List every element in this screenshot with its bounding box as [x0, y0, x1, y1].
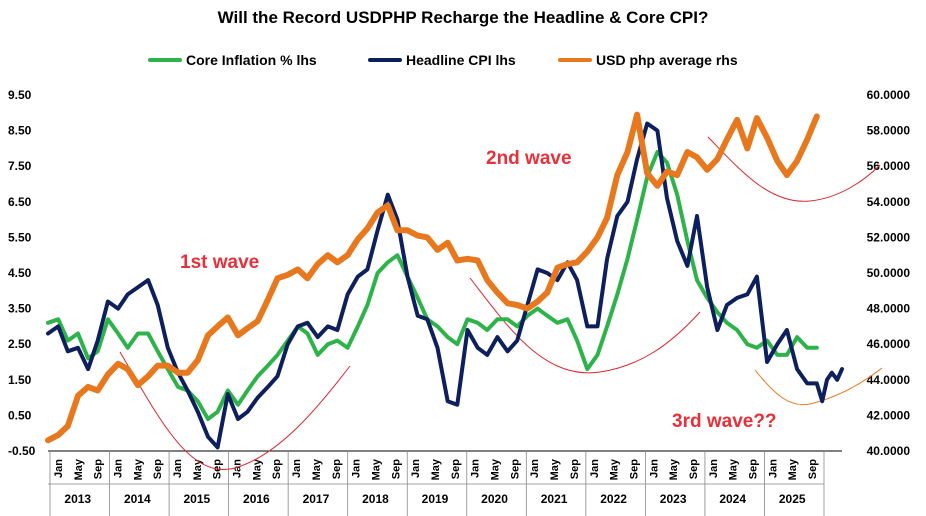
- month-tick-label: Sep: [628, 459, 640, 479]
- y-left-tick-label: 4.50: [8, 266, 32, 280]
- month-tick-label: Jan: [529, 459, 541, 478]
- year-label: 2020: [481, 492, 508, 506]
- y-right-tick-label: 56.0000: [867, 159, 911, 173]
- month-tick-label: Jan: [589, 459, 601, 478]
- month-tick-label: Jan: [112, 459, 124, 478]
- y-right-tick-label: 44.0000: [867, 373, 911, 387]
- series-line-core-inflation: [46, 150, 819, 421]
- month-tick-label: May: [251, 458, 263, 480]
- y-left-tick-label: 6.50: [8, 195, 32, 209]
- legend: Core Inflation % lhs Headline CPI lhs USD …: [148, 52, 738, 68]
- month-tick-label: May: [132, 458, 144, 480]
- month-tick-label: May: [668, 458, 680, 480]
- y-right-tick-label: 58.0000: [867, 124, 911, 138]
- y-right-tick-label: 54.0000: [867, 195, 911, 209]
- year-label: 2024: [719, 492, 746, 506]
- wave-annotation: 2nd wave: [486, 148, 572, 169]
- month-tick-label: Sep: [390, 459, 402, 479]
- y-left-tick-label: 0.50: [8, 408, 32, 422]
- month-tick-label: Jan: [232, 459, 244, 478]
- month-tick-label: Sep: [450, 459, 462, 479]
- month-tick-label: Sep: [271, 459, 283, 479]
- chart-title: Will the Record USDPHP Recharge the Head…: [218, 8, 709, 27]
- month-tick-label: Sep: [509, 459, 521, 479]
- year-label: 2025: [779, 492, 806, 506]
- month-tick-label: May: [430, 458, 442, 480]
- month-tick-label: May: [192, 458, 204, 480]
- month-tick-label: Jan: [648, 459, 660, 478]
- y-right-tick-label: 50.0000: [867, 266, 911, 280]
- y-right-tick-label: 60.0000: [867, 88, 911, 102]
- y-left-tick-label: 8.50: [8, 124, 32, 138]
- month-tick-label: Sep: [688, 459, 700, 479]
- wave-curve-3: [707, 136, 881, 202]
- year-label: 2021: [541, 492, 568, 506]
- month-tick-label: Jan: [172, 459, 184, 478]
- month-tick-label: Sep: [93, 459, 105, 479]
- axes: 9.50 8.50 7.50 6.50 5.50 4.50 3.50 2.50 1.50 0.50…: [8, 88, 910, 516]
- series-line-usdphp: [45, 111, 820, 444]
- month-tick-label: Sep: [569, 459, 581, 479]
- annotations: 1st wave 2nd wave 3rd wave??: [180, 148, 777, 432]
- y-left-tick-label: 3.50: [8, 302, 32, 316]
- y-right-tick-label: 52.0000: [867, 230, 911, 244]
- month-tick-label: Sep: [331, 459, 343, 479]
- series-line-headline-cpi: [46, 121, 844, 450]
- wave-curve-4: [754, 367, 883, 406]
- month-tick-label: Jan: [53, 459, 65, 478]
- y-right-tick-label: 46.0000: [867, 337, 911, 351]
- month-tick-label: Jan: [470, 459, 482, 478]
- wave-annotation: 3rd wave??: [672, 411, 777, 432]
- wave-annotation: 1st wave: [180, 252, 259, 273]
- y-right-tick-label: 40.0000: [867, 444, 911, 458]
- y-left-tick-label: 5.50: [8, 230, 32, 244]
- year-label: 2016: [243, 492, 270, 506]
- y-right-tick-label: 42.0000: [867, 408, 911, 422]
- y-right-tick-label: 48.0000: [867, 302, 911, 316]
- year-label: 2015: [183, 492, 210, 506]
- month-tick-label: May: [311, 458, 323, 480]
- month-tick-label: May: [609, 458, 621, 480]
- year-label: 2019: [422, 492, 449, 506]
- month-tick-label: May: [490, 458, 502, 480]
- month-tick-label: May: [73, 458, 85, 480]
- year-label: 2023: [660, 492, 687, 506]
- legend-label: USD php average rhs: [596, 52, 738, 68]
- y-left-tick-label: 1.50: [8, 373, 32, 387]
- month-tick-label: Sep: [748, 459, 760, 479]
- month-tick-label: May: [787, 458, 799, 480]
- month-tick-label: May: [549, 458, 561, 480]
- y-left-tick-label: 7.50: [8, 159, 32, 173]
- month-tick-label: May: [370, 458, 382, 480]
- month-tick-label: Jan: [708, 459, 720, 478]
- series-layer: [45, 111, 844, 450]
- year-label: 2018: [362, 492, 389, 506]
- month-tick-label: Jan: [410, 459, 422, 478]
- month-tick-label: Jan: [291, 459, 303, 478]
- wave-curve-1: [119, 351, 351, 470]
- legend-label: Headline CPI lhs: [406, 52, 516, 68]
- year-label: 2014: [124, 492, 151, 506]
- y-left-tick-label: 9.50: [8, 88, 32, 102]
- month-tick-label: Sep: [152, 459, 164, 479]
- year-label: 2013: [64, 492, 91, 506]
- month-tick-label: Jan: [351, 459, 363, 478]
- year-label: 2022: [600, 492, 627, 506]
- month-tick-label: May: [728, 458, 740, 480]
- legend-label: Core Inflation % lhs: [186, 52, 317, 68]
- y-left-tick-label: -0.50: [8, 444, 36, 458]
- month-tick-label: Jan: [767, 459, 779, 478]
- month-tick-label: Sep: [807, 459, 819, 479]
- y-left-tick-label: 2.50: [8, 337, 32, 351]
- year-label: 2017: [303, 492, 330, 506]
